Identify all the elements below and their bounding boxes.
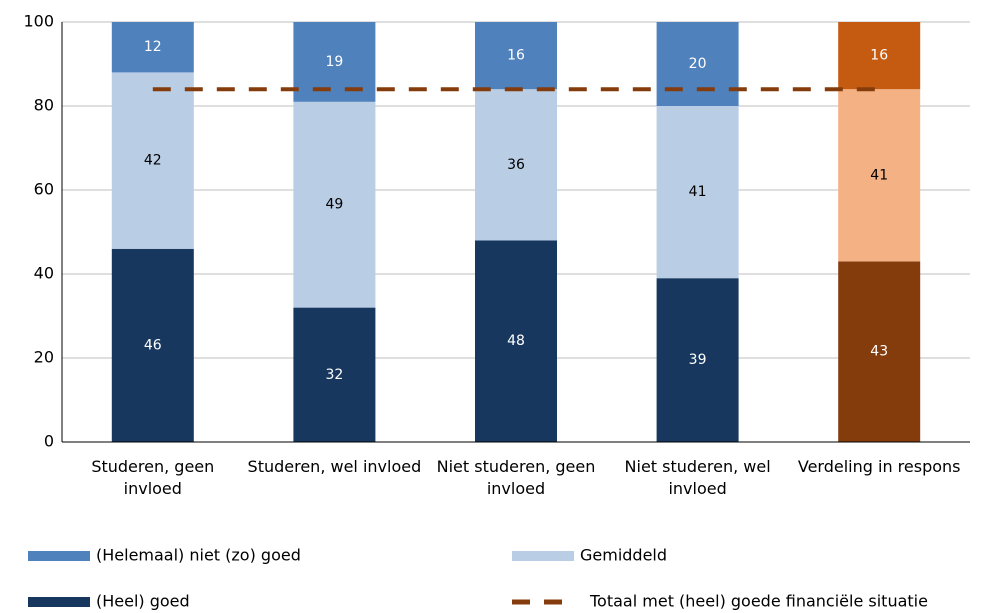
legend-label: Gemiddeld bbox=[580, 546, 667, 565]
bar-segment bbox=[656, 22, 739, 106]
bar-segment bbox=[838, 22, 921, 90]
y-tick-label: 0 bbox=[44, 432, 54, 451]
x-tick-label: Niet studeren, wel invloed bbox=[624, 457, 771, 498]
x-tick-label: Verdeling in respons bbox=[797, 457, 961, 476]
data-label: 41 bbox=[870, 167, 888, 183]
bar-segment bbox=[656, 278, 739, 442]
data-label: 41 bbox=[689, 184, 707, 200]
y-tick-label: 80 bbox=[34, 96, 54, 115]
bar-segment bbox=[475, 89, 557, 241]
bar-segment bbox=[656, 106, 739, 279]
y-tick-label: 100 bbox=[23, 12, 54, 31]
bar-segment bbox=[111, 22, 194, 73]
bar-segment bbox=[475, 22, 557, 90]
x-tick-label: Niet studeren, geen invloed bbox=[436, 457, 596, 498]
data-label: 39 bbox=[689, 352, 707, 368]
y-tick-label: 60 bbox=[34, 180, 54, 199]
y-tick-label: 20 bbox=[34, 348, 54, 367]
legend-swatch bbox=[512, 551, 574, 561]
bar-segment bbox=[475, 240, 557, 442]
bar-segment bbox=[293, 307, 376, 442]
data-label: 42 bbox=[144, 153, 162, 169]
legend-swatch bbox=[28, 597, 90, 607]
data-label: 46 bbox=[144, 337, 162, 353]
data-label: 12 bbox=[144, 39, 162, 55]
bar-segment bbox=[838, 89, 921, 262]
data-label: 48 bbox=[507, 333, 525, 349]
legend-swatch bbox=[28, 551, 90, 561]
data-label: 43 bbox=[870, 344, 888, 360]
data-label: 49 bbox=[325, 197, 343, 213]
data-label: 36 bbox=[507, 157, 525, 173]
bar-segment bbox=[838, 261, 921, 442]
x-tick-label: Studeren, geen invloed bbox=[91, 457, 215, 498]
legend-label: (Helemaal) niet (zo) goed bbox=[96, 546, 301, 565]
bar-segment bbox=[111, 72, 194, 249]
data-label: 20 bbox=[689, 56, 707, 72]
data-label: 16 bbox=[870, 48, 888, 64]
y-tick-label: 40 bbox=[34, 264, 54, 283]
bar-segment bbox=[111, 248, 194, 442]
data-label: 16 bbox=[507, 48, 525, 64]
data-label: 19 bbox=[325, 54, 343, 70]
legend-label: (Heel) goed bbox=[96, 592, 190, 611]
data-label: 32 bbox=[325, 367, 343, 383]
x-tick-label: Studeren, wel invloed bbox=[247, 457, 422, 476]
bar-segment bbox=[293, 101, 376, 308]
legend-label: Totaal met (heel) goede financiële situa… bbox=[589, 592, 928, 611]
